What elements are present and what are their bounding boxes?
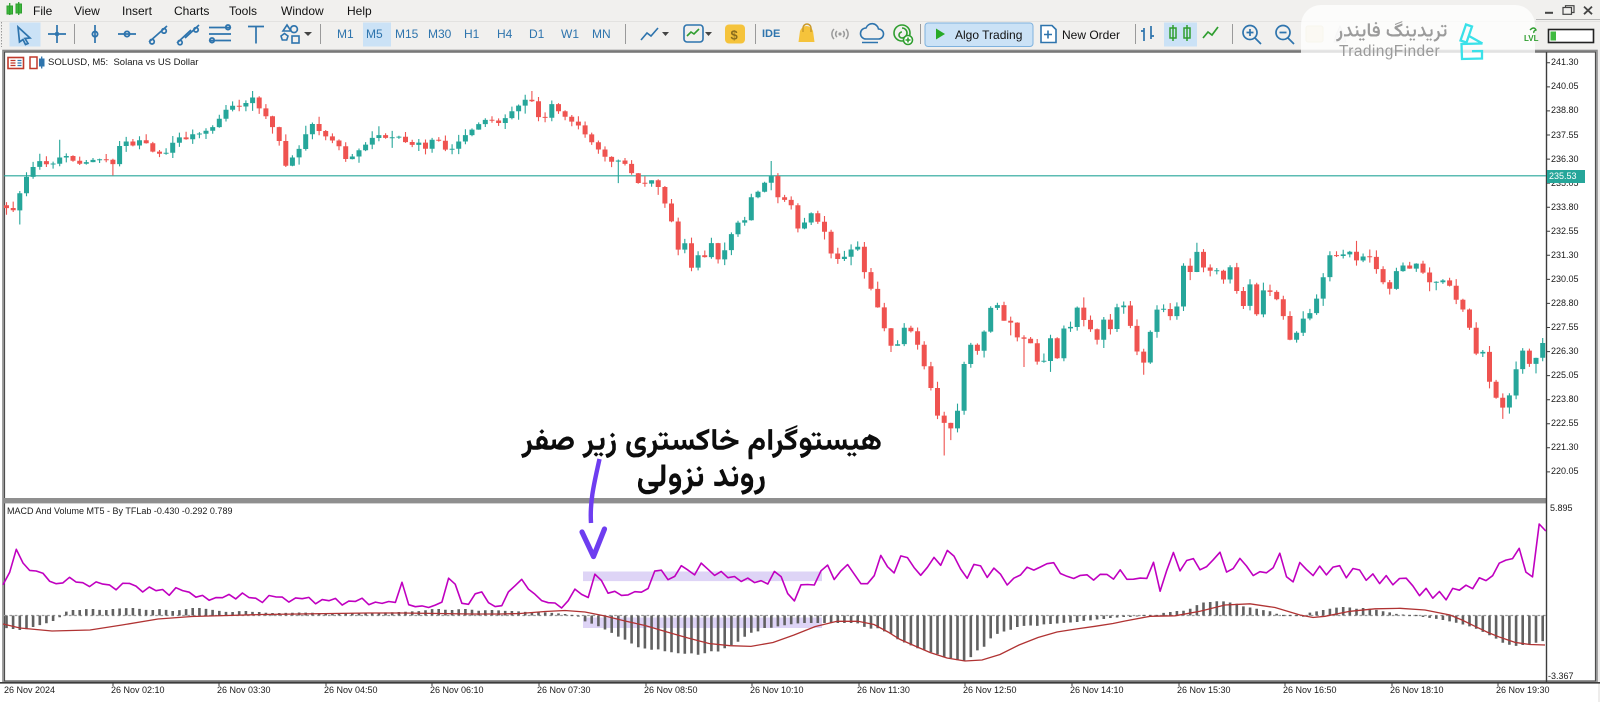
svg-text:$: $ bbox=[731, 28, 739, 43]
svg-text:LVL: LVL bbox=[1524, 34, 1539, 43]
